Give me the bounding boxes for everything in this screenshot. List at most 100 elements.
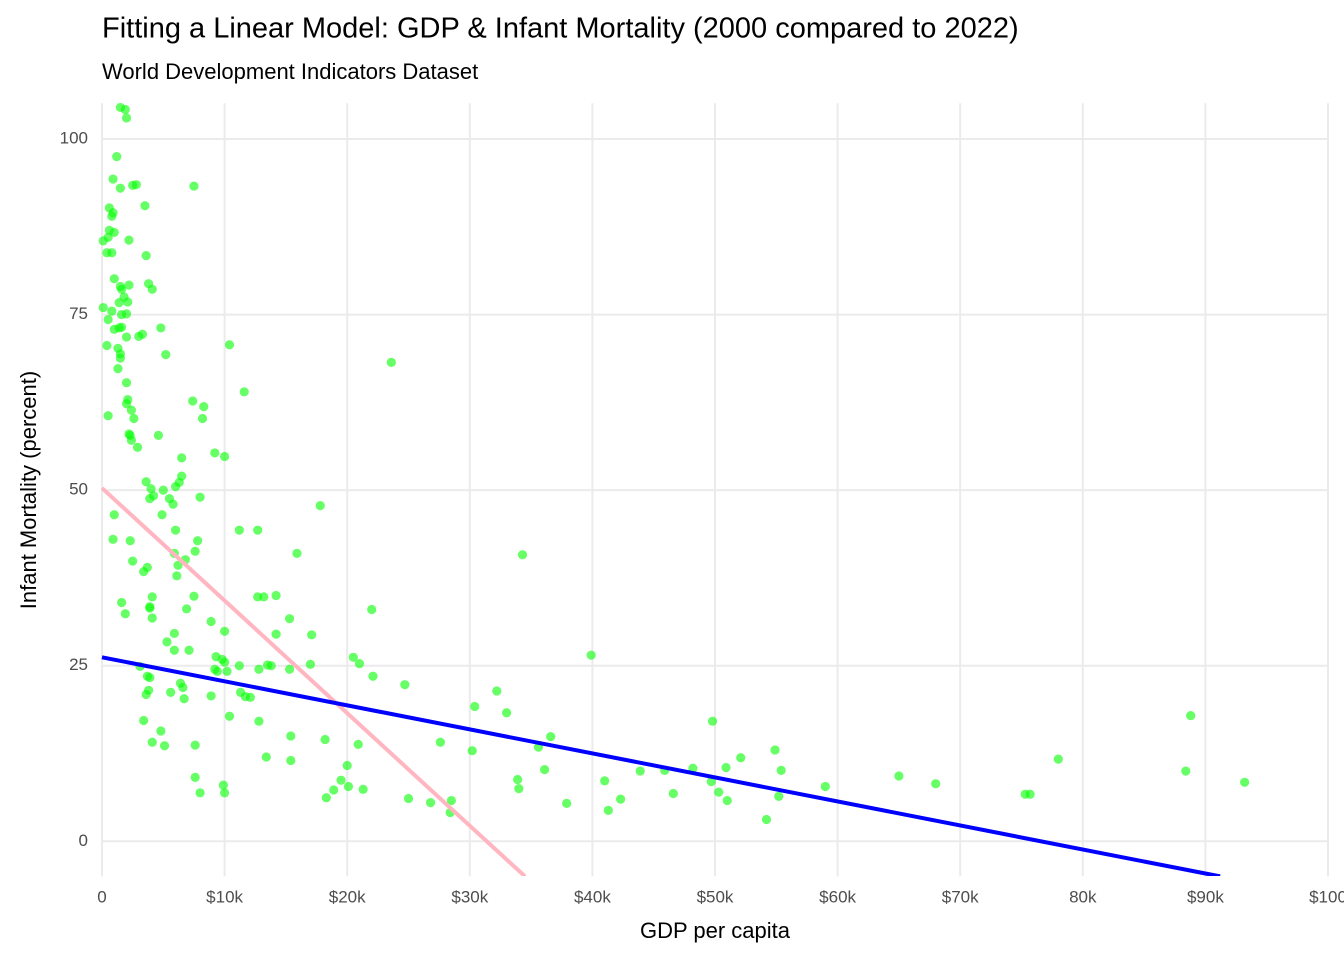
grid: 0 25 50 75 100 0 $10k $20k $30k $40k $50k $60k $70k 8…	[60, 103, 1344, 906]
point	[931, 779, 941, 789]
chart-title: Fitting a Linear Model: GDP & Infant Mor…	[102, 13, 1019, 45]
point	[1053, 754, 1063, 764]
point	[315, 501, 325, 511]
point	[353, 739, 363, 749]
x-tick-label: $90k	[1187, 887, 1224, 906]
point	[774, 791, 784, 801]
point	[736, 753, 746, 763]
point	[513, 774, 523, 785]
point	[190, 546, 200, 556]
point	[145, 673, 155, 683]
point	[132, 442, 143, 452]
point	[403, 793, 414, 804]
point	[162, 637, 172, 647]
point	[615, 794, 626, 804]
point	[348, 652, 358, 662]
point	[156, 323, 166, 333]
point	[114, 298, 124, 308]
point	[770, 745, 780, 755]
y-tick-label: 50	[69, 480, 88, 499]
point	[600, 776, 610, 786]
point	[271, 590, 281, 601]
point	[254, 716, 264, 726]
point	[190, 772, 200, 782]
point	[123, 297, 133, 307]
point	[168, 499, 178, 509]
point	[115, 183, 125, 193]
point	[103, 411, 113, 421]
point	[714, 787, 724, 797]
point	[121, 113, 132, 123]
point	[220, 626, 230, 636]
point	[172, 571, 182, 581]
fit-line	[100, 486, 527, 876]
point	[147, 613, 157, 623]
point	[158, 485, 168, 495]
x-tick-label: $40k	[574, 887, 611, 906]
point	[222, 666, 232, 676]
point	[707, 716, 718, 726]
point	[124, 235, 134, 245]
point	[400, 680, 410, 690]
point	[206, 616, 216, 627]
point	[1025, 789, 1035, 799]
point	[121, 378, 132, 388]
point	[259, 592, 269, 602]
point	[224, 711, 235, 721]
point	[177, 453, 187, 463]
point	[492, 686, 502, 696]
point	[126, 405, 137, 415]
point	[603, 805, 613, 815]
point	[321, 793, 331, 803]
point	[266, 661, 276, 671]
point	[292, 548, 302, 558]
point	[107, 248, 117, 258]
point	[161, 350, 171, 360]
y-tick-label: 100	[60, 129, 88, 148]
point	[286, 755, 296, 766]
point	[245, 692, 255, 702]
x-tick-label: 0	[97, 887, 106, 906]
point	[218, 780, 228, 790]
point	[539, 765, 550, 775]
point	[722, 795, 732, 806]
point	[125, 536, 135, 546]
point	[178, 682, 188, 693]
point	[239, 387, 249, 397]
point	[120, 104, 130, 115]
point	[103, 314, 113, 325]
x-tick-label: $60k	[819, 887, 856, 906]
point	[358, 784, 368, 794]
point	[181, 604, 192, 614]
point	[234, 661, 244, 671]
point	[126, 435, 137, 445]
point	[305, 659, 316, 669]
point	[146, 484, 156, 494]
point	[145, 493, 155, 504]
point	[220, 657, 230, 667]
point	[117, 284, 127, 294]
point	[253, 525, 263, 535]
point	[139, 567, 149, 577]
y-tick-label: 25	[69, 655, 88, 674]
point	[195, 492, 205, 502]
point	[210, 448, 220, 458]
point	[147, 737, 157, 747]
point	[145, 603, 155, 613]
point	[425, 798, 436, 808]
point	[188, 396, 198, 406]
point	[1240, 777, 1250, 787]
point	[220, 788, 230, 798]
point	[234, 525, 244, 535]
point	[254, 664, 264, 674]
point	[470, 701, 480, 712]
point	[320, 734, 330, 745]
point	[190, 740, 200, 750]
point	[169, 628, 179, 639]
point	[156, 726, 166, 736]
point	[212, 666, 222, 676]
point	[157, 510, 167, 520]
y-tick-label: 75	[69, 304, 88, 323]
point	[307, 630, 317, 640]
